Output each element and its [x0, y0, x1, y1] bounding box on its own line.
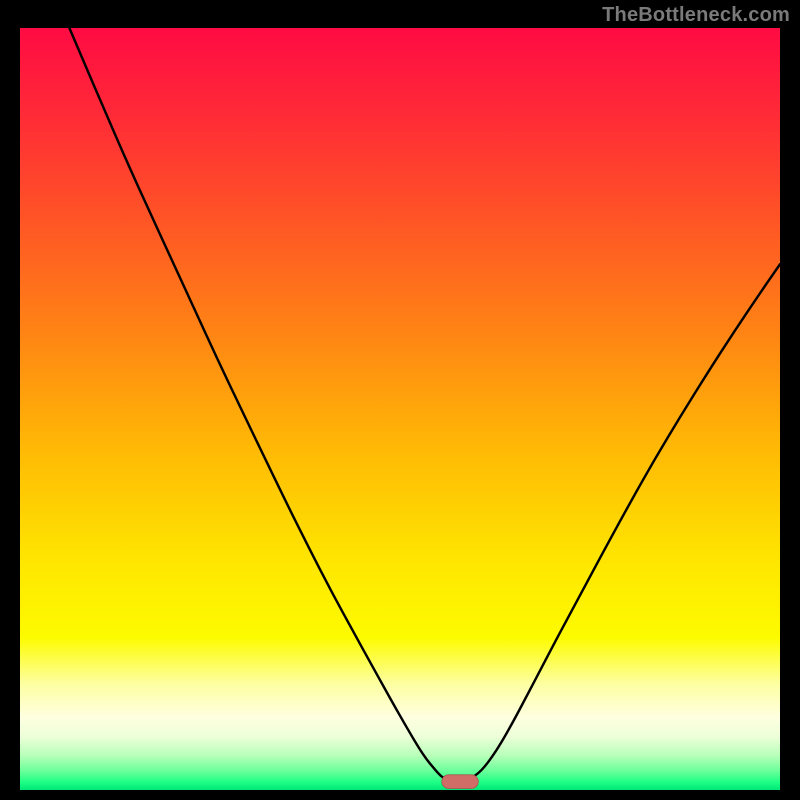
chart-frame: TheBottleneck.com: [0, 0, 800, 800]
gradient-background: [20, 28, 780, 790]
watermark-text: TheBottleneck.com: [602, 4, 790, 27]
plot-area: [20, 28, 780, 790]
optimal-point-marker: [442, 775, 478, 789]
bottleneck-curve-chart: [20, 28, 780, 790]
